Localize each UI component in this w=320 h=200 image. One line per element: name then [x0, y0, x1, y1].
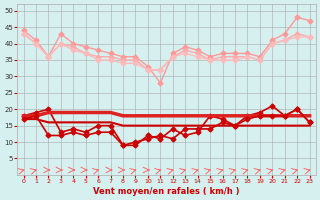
X-axis label: Vent moyen/en rafales ( km/h ): Vent moyen/en rafales ( km/h ) [93, 187, 240, 196]
